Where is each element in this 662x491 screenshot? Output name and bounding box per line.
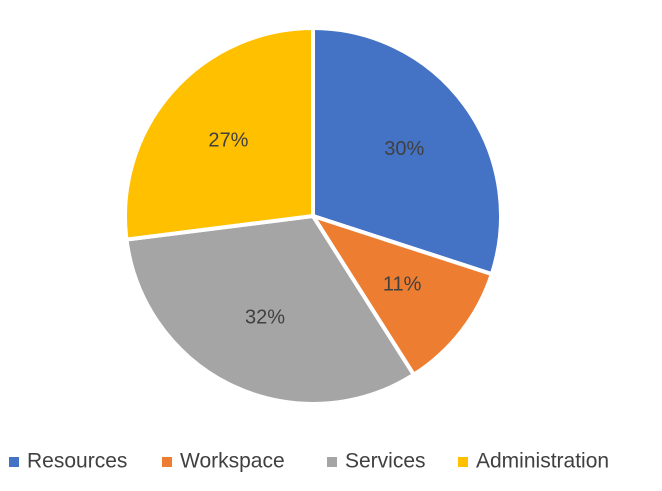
data-label-administration: 27% <box>208 130 248 152</box>
legend-label-services: Services <box>345 450 426 473</box>
legend-item-workspace: Workspace <box>162 450 285 473</box>
pie-slice-administration <box>123 26 315 242</box>
legend-item-resources: Resources <box>9 450 127 473</box>
data-label-resources: 30% <box>384 138 424 160</box>
legend-label-resources: Resources <box>27 450 127 473</box>
legend-swatch-workspace <box>162 457 172 467</box>
pie-slice-resources <box>311 26 503 277</box>
data-label-workspace: 11% <box>383 273 422 295</box>
legend-item-services: Services <box>327 450 426 473</box>
legend-item-administration: Administration <box>458 450 609 473</box>
legend-swatch-resources <box>9 457 19 467</box>
pie-data-labels: 30% 11% 32% 27% <box>208 130 424 329</box>
legend-label-administration: Administration <box>476 450 609 473</box>
pie-slices <box>123 26 503 406</box>
pie-slice-workspace <box>311 214 494 377</box>
legend-swatch-services <box>327 457 337 467</box>
legend-swatch-administration <box>458 457 468 467</box>
data-label-services: 32% <box>245 306 285 328</box>
legend: Resources Workspace Services Administration <box>9 450 609 473</box>
pie-slice-services <box>124 214 416 406</box>
legend-label-workspace: Workspace <box>180 450 285 473</box>
